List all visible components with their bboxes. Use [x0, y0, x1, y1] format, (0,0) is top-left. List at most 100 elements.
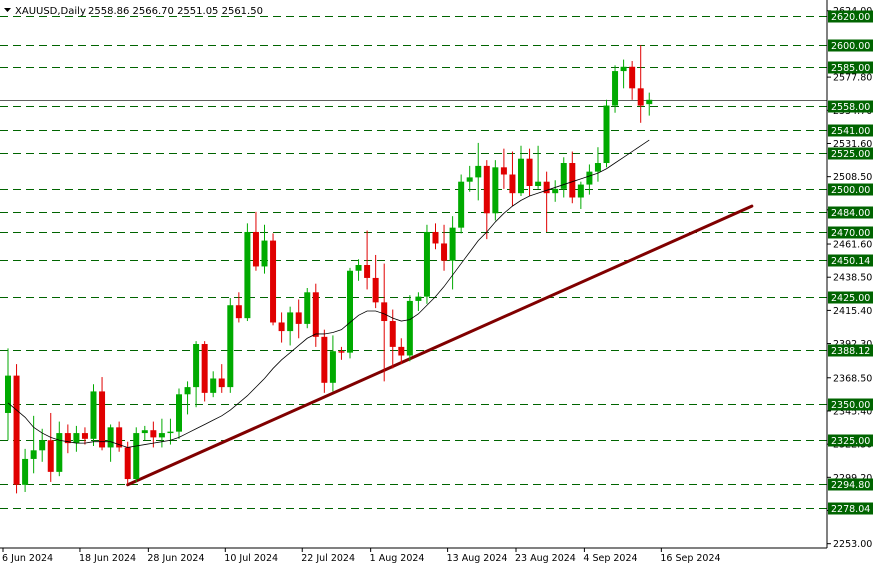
candle[interactable] [81, 427, 88, 445]
candle-body [133, 433, 140, 480]
level-label-box [828, 291, 873, 304]
candle[interactable] [5, 348, 11, 441]
candle[interactable] [458, 174, 465, 234]
candle[interactable] [594, 147, 601, 182]
candle-body [381, 302, 388, 322]
x-tick-label: 28 Jun 2024 [147, 553, 204, 564]
candle-body [13, 375, 20, 485]
candle[interactable] [603, 99, 610, 168]
level-label: 2525.00 [831, 149, 870, 160]
candle[interactable] [509, 151, 516, 207]
candle[interactable] [347, 267, 353, 359]
candle[interactable] [415, 292, 422, 311]
candle[interactable] [620, 59, 627, 89]
candle[interactable] [235, 292, 242, 323]
level-label-box [828, 206, 873, 219]
candle[interactable] [492, 160, 499, 221]
level-label: 2558.00 [831, 102, 870, 113]
candle[interactable] [13, 364, 20, 494]
candle[interactable] [423, 224, 430, 304]
candle[interactable] [629, 61, 636, 100]
candle[interactable] [124, 441, 131, 485]
candle[interactable] [244, 223, 251, 322]
candle[interactable] [577, 181, 584, 209]
candle[interactable] [210, 371, 217, 398]
candle[interactable] [535, 145, 542, 189]
candle[interactable] [90, 384, 97, 447]
candle[interactable] [569, 151, 576, 204]
candle[interactable] [449, 216, 456, 290]
candle[interactable] [381, 263, 388, 382]
candle[interactable] [261, 224, 268, 274]
candle[interactable] [252, 211, 259, 271]
candle[interactable] [483, 160, 490, 240]
candle-body [218, 378, 225, 388]
candle[interactable] [586, 164, 593, 195]
candle[interactable] [193, 341, 200, 408]
candle[interactable] [466, 165, 473, 192]
candle[interactable] [646, 92, 653, 116]
level-label: 2600.00 [831, 41, 870, 52]
candle[interactable] [30, 415, 37, 474]
candle[interactable] [218, 364, 225, 393]
candle[interactable] [158, 418, 165, 448]
candle[interactable] [321, 329, 328, 393]
candle[interactable] [398, 338, 405, 365]
level-label: 2425.00 [831, 293, 870, 304]
candle[interactable] [432, 223, 439, 250]
candle[interactable] [270, 233, 277, 326]
candle-body [509, 174, 516, 194]
candle[interactable] [518, 145, 524, 197]
candle[interactable] [543, 171, 550, 232]
candle[interactable] [287, 306, 294, 346]
candle[interactable] [184, 381, 191, 415]
support-trendline[interactable] [126, 204, 754, 487]
candle-body [235, 305, 242, 319]
candle[interactable] [73, 425, 80, 452]
candle[interactable] [176, 388, 182, 439]
candle[interactable] [22, 448, 29, 492]
candle[interactable] [560, 157, 567, 198]
candle[interactable] [227, 298, 234, 393]
candle[interactable] [278, 312, 285, 343]
candle-body [116, 427, 123, 448]
candle[interactable] [338, 346, 345, 360]
candle[interactable] [99, 377, 106, 451]
candle[interactable] [295, 299, 302, 339]
y-tick-label: 2508.50 [833, 172, 872, 183]
candle[interactable] [64, 424, 71, 454]
candle[interactable] [107, 424, 114, 462]
candle[interactable] [47, 412, 54, 482]
candle[interactable] [329, 335, 336, 392]
candle-body [432, 231, 439, 244]
candle-body [603, 105, 610, 164]
candle[interactable] [141, 425, 148, 441]
candle[interactable] [312, 283, 319, 347]
candle[interactable] [612, 65, 619, 113]
candle[interactable] [355, 259, 362, 281]
candle[interactable] [406, 295, 413, 362]
candle[interactable] [475, 142, 482, 201]
candle[interactable] [552, 180, 559, 202]
candle[interactable] [526, 148, 533, 197]
candle[interactable] [441, 224, 448, 271]
candle-body [244, 231, 251, 319]
candle-body [475, 165, 482, 178]
candle[interactable] [56, 421, 63, 477]
level-label: 2278.04 [831, 504, 870, 515]
candle[interactable] [304, 287, 311, 329]
candle[interactable] [133, 427, 140, 482]
candle[interactable] [116, 421, 123, 452]
candle[interactable] [500, 148, 507, 189]
candle[interactable] [201, 341, 208, 402]
candle[interactable] [364, 230, 371, 290]
triangle-down-icon[interactable] [4, 8, 11, 12]
candle[interactable] [372, 254, 379, 309]
candle[interactable] [637, 45, 644, 123]
candle[interactable] [389, 309, 396, 369]
candle-body [22, 458, 29, 485]
candle-body [64, 433, 71, 444]
candle-body [184, 387, 191, 395]
candle[interactable] [39, 428, 46, 462]
